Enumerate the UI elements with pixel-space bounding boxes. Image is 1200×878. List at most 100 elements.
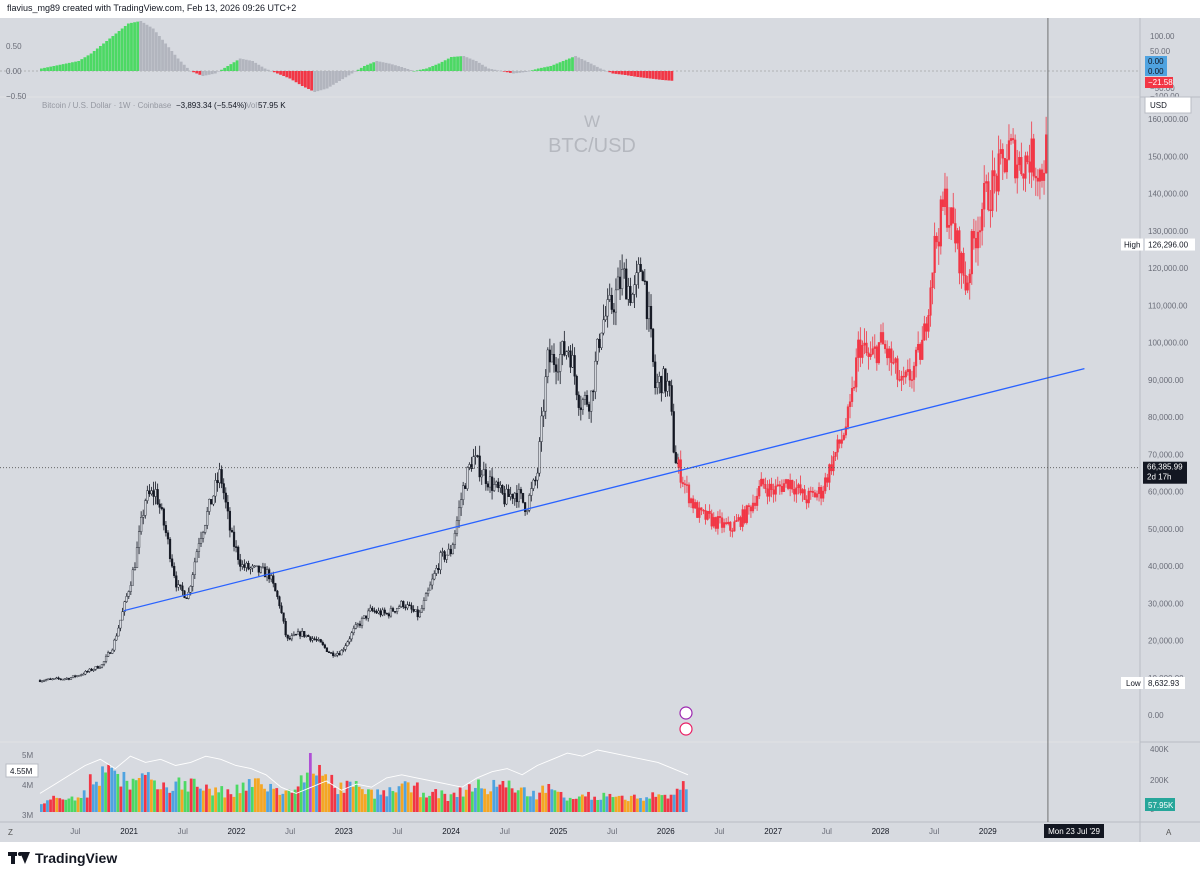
oscillator-bar (592, 65, 596, 71)
candle-body (426, 589, 430, 594)
time-axis: Jul 2021 Jul 2022 Jul 2023 Jul 2024 Jul 2025 Jul 20… (70, 827, 1104, 836)
volume-bar (296, 786, 300, 812)
instrument-legend[interactable]: Bitcoin / U.S. Dollar · 1W · Coinbase −3… (42, 101, 286, 110)
oscillator-bar (397, 66, 400, 71)
oscillator-bar (347, 71, 351, 76)
trend-line[interactable] (123, 367, 1085, 612)
auto-scale-button[interactable]: A (1166, 828, 1172, 837)
candle-body (789, 479, 792, 489)
volume-bar (64, 799, 68, 812)
x-tick-label: 2028 (872, 827, 890, 836)
oscillator-bar (425, 68, 428, 71)
oscillator-bar (279, 71, 282, 75)
candle-body (894, 358, 897, 363)
candle-body (51, 678, 54, 681)
candle-body (311, 638, 314, 641)
candle-body (332, 652, 335, 656)
volume-bar (596, 799, 600, 812)
currency-badge[interactable] (1144, 96, 1192, 114)
candle-body (768, 483, 771, 497)
time-scale[interactable] (0, 822, 1200, 842)
candle-body (534, 479, 537, 482)
oscillator-bar (67, 62, 71, 71)
candle-body (694, 502, 697, 509)
candle-body (501, 485, 504, 494)
candle-body (782, 483, 786, 492)
candle-body (616, 276, 620, 291)
oscillator-right-tick: −50.00 (1150, 84, 1175, 93)
candle-body (317, 639, 320, 641)
candle-body (375, 611, 378, 614)
volume-bar (675, 788, 679, 812)
osc-badge-1 (1145, 56, 1167, 66)
oscillator-bar (490, 69, 494, 71)
candle-body (873, 346, 876, 349)
timezone-button[interactable]: Z (8, 828, 13, 837)
y-tick-label: 140,000.00 (1148, 190, 1189, 199)
oscillator-bar (418, 69, 422, 71)
candle-body (255, 565, 258, 568)
oscillator-bar (123, 26, 127, 71)
candle-body (921, 339, 924, 360)
flag-icon[interactable] (679, 722, 693, 736)
oscillator-bar (577, 57, 581, 71)
volume-bar (535, 799, 538, 812)
volume-bar (238, 793, 242, 812)
oscillator-bar (462, 56, 466, 71)
candle-body (294, 634, 298, 636)
oscillator-bar (431, 66, 435, 71)
volume-bar (388, 787, 392, 812)
volume-bar (486, 794, 490, 812)
volume-bar (137, 778, 141, 812)
volume-bar (437, 798, 441, 812)
volume-bar (125, 780, 129, 812)
volume-bar (116, 773, 120, 812)
candle-body (784, 479, 788, 484)
volume-bar (474, 787, 477, 812)
candle-body (109, 652, 112, 654)
oscillator-bar (307, 71, 310, 89)
candle-body (923, 323, 926, 341)
candle-body (470, 464, 473, 469)
oscillator-bar (297, 71, 301, 85)
volume-bar (272, 788, 276, 812)
candle-body (976, 231, 980, 249)
candle-body (966, 282, 969, 291)
candle-body (712, 517, 715, 527)
candle-body (309, 636, 312, 641)
price-pane[interactable] (0, 98, 1140, 741)
volume-right-badge (1145, 798, 1175, 811)
oscillator-bar (512, 71, 515, 74)
candle-body (850, 387, 854, 402)
volume-bar (431, 791, 435, 812)
volume-left-badge (5, 763, 39, 778)
candle-body (1014, 139, 1017, 179)
candle-body (201, 532, 205, 539)
event-icon[interactable] (679, 706, 693, 720)
candle-body (811, 490, 814, 493)
candle-body (875, 346, 878, 364)
oscillator-bar (359, 67, 363, 71)
candle-body (964, 275, 967, 291)
x-tick-label: 2027 (764, 827, 782, 836)
candle-body (871, 348, 874, 355)
candle-body (621, 269, 624, 289)
candle-body (369, 607, 372, 612)
oscillator-bar (136, 21, 140, 71)
oscillator-bar (670, 71, 674, 81)
oscillator-bar (189, 71, 192, 72)
candle-body (253, 565, 256, 568)
candle-body (727, 521, 730, 525)
candle-body (629, 286, 632, 303)
candle-body (187, 591, 190, 599)
candle-body (406, 604, 409, 609)
candle-body (855, 357, 858, 388)
candle-body (102, 661, 106, 665)
candle-body (910, 379, 914, 381)
candle-body (807, 490, 810, 504)
candle-body (962, 252, 965, 276)
candle-body (596, 338, 599, 362)
candle-body (265, 569, 269, 578)
chart-header: flavius_mg89 created with TradingView.co… (7, 3, 297, 13)
